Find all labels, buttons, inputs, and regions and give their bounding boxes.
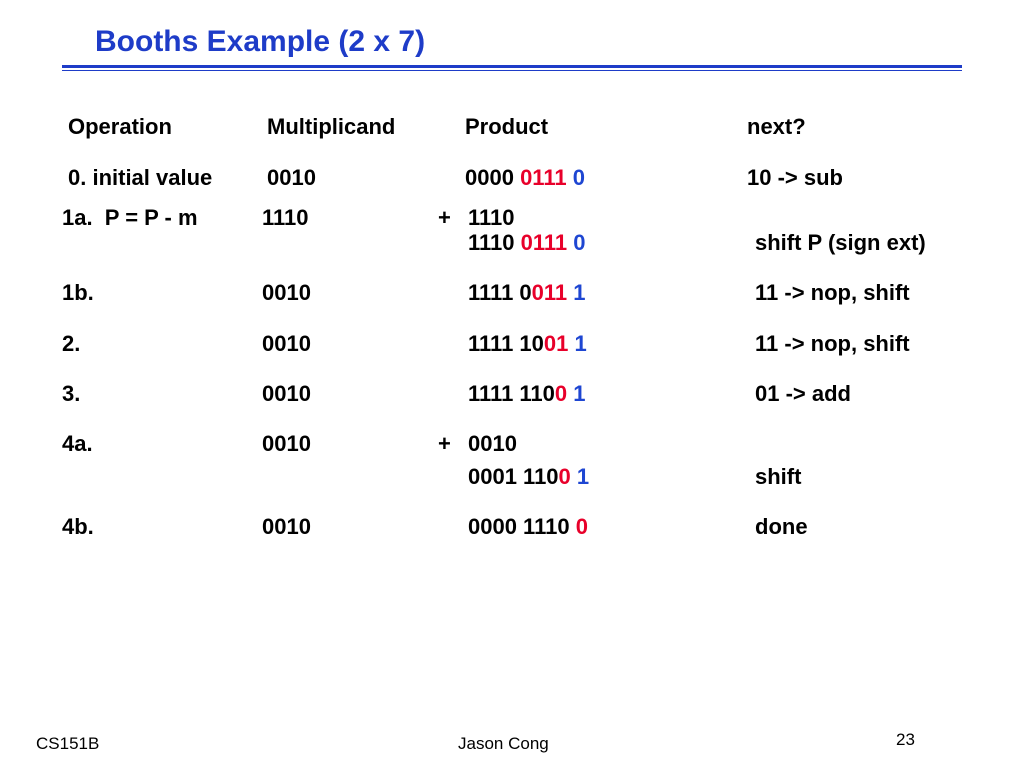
- next-step: 11 -> nop, shift: [755, 331, 910, 356]
- product-segment: 1: [574, 331, 587, 356]
- sign: +: [438, 205, 451, 230]
- product-segment: 011: [531, 280, 574, 305]
- multiplicand: 0010: [262, 514, 311, 539]
- multiplicand: 0010: [262, 381, 311, 406]
- product-segment: 1: [573, 280, 586, 305]
- next-step: 11 -> nop, shift: [755, 280, 910, 305]
- multiplicand: 0010: [262, 280, 311, 305]
- page-number: 23: [896, 730, 915, 749]
- product-segment: 0000 1110: [468, 514, 576, 539]
- multiplicand: 0010: [267, 165, 316, 190]
- next-step: shift P (sign ext): [755, 230, 926, 255]
- operation: 4b.: [62, 514, 94, 539]
- sign: +: [438, 431, 451, 456]
- product-segment: 01: [543, 331, 575, 356]
- operation: 1a. P = P - m: [62, 205, 198, 230]
- product-segment: 1: [576, 464, 590, 489]
- product-segment: 1110: [468, 230, 521, 255]
- operation: 4a.: [62, 431, 93, 456]
- product-segment: 1: [573, 381, 586, 406]
- next-step: 01 -> add: [755, 381, 851, 406]
- header-product: Product: [465, 114, 549, 139]
- product-segment: 0: [573, 230, 586, 255]
- product-segment: 1111 10: [468, 331, 544, 356]
- header-multiplicand: Multiplicand: [267, 114, 396, 139]
- product-segment: 0111: [520, 165, 573, 190]
- footer-course: CS151B: [36, 734, 100, 753]
- next-step: shift: [755, 464, 802, 489]
- title-rule-thin: [62, 70, 962, 71]
- title-rule: [62, 65, 962, 68]
- multiplicand: 0010: [262, 431, 311, 456]
- product-segment: 0111: [520, 230, 574, 255]
- product-segment: 1111 0: [468, 280, 532, 305]
- operation: 1b.: [62, 280, 94, 305]
- product-segment: 0: [558, 464, 577, 489]
- operation: 2.: [62, 331, 81, 356]
- slide-title: Booths Example (2 x 7): [95, 25, 426, 58]
- header-next: next?: [747, 114, 806, 139]
- product-segment: 0001 110: [468, 464, 559, 489]
- product-segment: 0: [572, 165, 585, 190]
- header-operation: Operation: [68, 114, 172, 139]
- product-segment: 1110: [468, 205, 515, 230]
- product-segment: 0: [575, 514, 588, 539]
- product-segment: 0: [554, 381, 574, 406]
- product-segment: 1111 110: [468, 381, 555, 406]
- operation: 3.: [62, 381, 81, 406]
- multiplicand: 1110: [262, 205, 309, 230]
- product-segment: 0000: [465, 165, 521, 190]
- multiplicand: 0010: [262, 331, 311, 356]
- operation: 0. initial value: [68, 165, 213, 190]
- next-step: done: [755, 514, 808, 539]
- next-step: 10 -> sub: [747, 165, 843, 190]
- product-segment: 0010: [468, 431, 517, 456]
- footer-author: Jason Cong: [458, 734, 549, 753]
